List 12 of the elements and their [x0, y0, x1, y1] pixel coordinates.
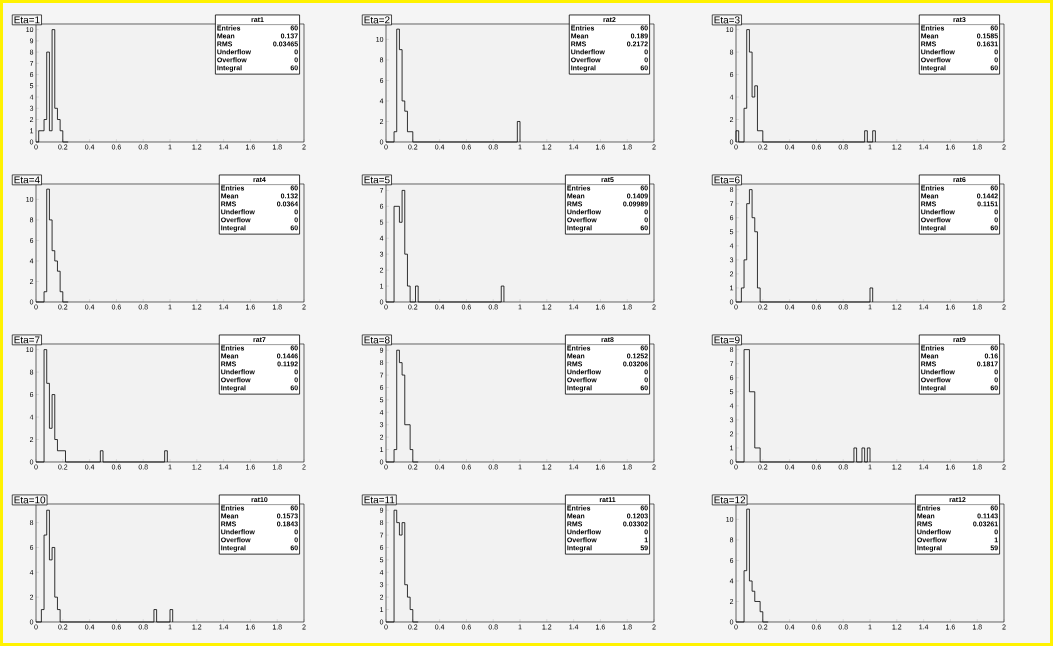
chart-title: Eta=3 — [714, 16, 740, 24]
chart-title: Eta=4 — [14, 176, 40, 184]
chart-title: Eta=11 — [364, 496, 395, 504]
chart-title: Eta=2 — [364, 16, 390, 24]
chart-title: Eta=9 — [714, 336, 740, 344]
chart-title: Eta=1 — [14, 16, 40, 24]
chart-title: Eta=8 — [364, 336, 390, 344]
chart-title: Eta=6 — [714, 176, 740, 184]
chart-title: Eta=7 — [14, 336, 40, 344]
chart-title: Eta=10 — [14, 496, 46, 504]
chart-title: Eta=5 — [364, 176, 390, 184]
chart-title: Eta=12 — [714, 496, 746, 504]
